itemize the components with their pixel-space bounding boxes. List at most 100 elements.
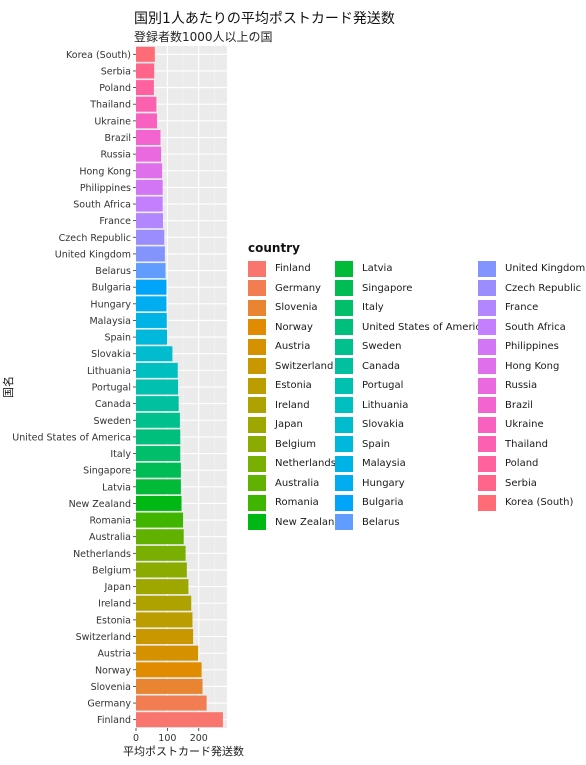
legend-label: Russia (505, 380, 538, 391)
bar-italy (136, 446, 181, 462)
legend-key (335, 514, 353, 530)
legend-key (478, 338, 496, 355)
legend-key (335, 475, 353, 491)
legend-label: Netherlands (275, 458, 336, 469)
y-tick-label: United Kingdom (55, 249, 131, 260)
legend-key (248, 358, 266, 374)
legend-key (478, 494, 496, 511)
legend-key (478, 319, 496, 335)
y-tick-label: Slovenia (91, 682, 131, 693)
legend-item: Belarus (335, 513, 400, 532)
legend-item: Norway (248, 318, 313, 337)
y-tick-label: Ukraine (94, 116, 131, 127)
y-tick-label: South Africa (73, 200, 131, 211)
bar-switzerland (136, 629, 194, 644)
bar-netherlands (136, 545, 186, 561)
legend-label: Brazil (505, 399, 533, 411)
y-tick-label: United States of America (12, 432, 131, 443)
legend-item: Canada (335, 357, 400, 376)
legend-item: Czech Republic (478, 279, 581, 298)
legend-item: United States of America (335, 318, 487, 337)
chart-subtitle: 登録者数1000人以上の国 (134, 30, 273, 44)
legend-key (335, 260, 353, 277)
legend-key (248, 416, 266, 433)
legend-label: Sweden (362, 341, 402, 352)
legend-key (478, 416, 496, 433)
legend-key (335, 377, 353, 394)
bar-philippines (136, 179, 163, 195)
bar-ireland (136, 595, 192, 611)
legend-label: Austria (275, 341, 311, 352)
legend-label: Belarus (362, 516, 400, 528)
legend-key (478, 280, 496, 296)
legend-key (335, 494, 353, 511)
legend-item: Hungary (335, 474, 405, 493)
legend-key (248, 377, 266, 394)
y-tick-label: Lithuania (87, 366, 131, 377)
x-tick-labels: 0 100 200 (133, 728, 208, 744)
bar-austria (136, 645, 199, 661)
legend-label: Estonia (275, 380, 312, 391)
legend-key (478, 397, 496, 413)
y-tick-label: Belgium (92, 565, 131, 576)
legend-label: Czech Republic (505, 282, 582, 294)
legend-key (248, 319, 266, 335)
y-tick-label: New Zealand (69, 499, 131, 510)
legend-item: France (478, 298, 538, 317)
legend-key (335, 338, 353, 355)
legend-item: Romania (248, 493, 319, 512)
legend-label: Italy (362, 302, 384, 313)
y-tick-label: Netherlands (73, 549, 131, 560)
bar-japan (136, 579, 189, 595)
bar-brazil (136, 130, 161, 145)
y-tick-label: Czech Republic (59, 233, 131, 244)
legend-label: Germany (275, 282, 321, 294)
legend-label: Malaysia (362, 458, 406, 469)
y-tick-label: Philippines (80, 183, 131, 194)
legend-item: Estonia (248, 376, 312, 395)
legend-label: Portugal (362, 380, 404, 391)
legend-item: Russia (478, 376, 537, 395)
legend-key (478, 377, 496, 394)
y-tick-label: Finland (97, 715, 131, 726)
y-tick-label: Thailand (89, 100, 131, 111)
legend-item: New Zealand (248, 513, 341, 532)
legend-item: Bulgaria (335, 493, 403, 512)
bar-germany (136, 695, 207, 711)
y-tick-label: Switzerland (76, 632, 131, 643)
x-tick-label: 200 (190, 733, 208, 744)
y-tick-label: Japan (104, 582, 132, 593)
bar-serbia (136, 63, 155, 79)
legend-key (335, 397, 353, 413)
legend-label: Japan (275, 419, 303, 430)
legend-item: South Africa (478, 318, 566, 337)
legend-key (248, 280, 266, 296)
bar-ukraine (136, 113, 158, 129)
legend-label: Hungary (362, 477, 405, 489)
bar-spain (136, 329, 168, 345)
legend-item: Sweden (335, 337, 402, 356)
legend-key (478, 260, 496, 277)
legend-key (478, 358, 496, 374)
y-tick-label: Bulgaria (92, 283, 131, 294)
bar-new-zealand (136, 495, 182, 511)
legend-item: Hong Kong (478, 357, 559, 376)
legend-label: Slovakia (362, 419, 404, 430)
legend-key (248, 494, 266, 511)
bar-poland (136, 80, 154, 96)
bar-united-kingdom (136, 246, 165, 262)
y-tick-label: Ireland (98, 599, 131, 610)
bar-singapore (136, 462, 181, 478)
bar-portugal (136, 379, 179, 395)
legend-label: United Kingdom (505, 263, 586, 274)
bar-bulgaria (136, 279, 167, 295)
y-tick-label: Norway (95, 665, 131, 676)
bars (136, 46, 223, 728)
x-tick-label: 100 (158, 733, 176, 744)
legend-key (248, 436, 266, 452)
legend-item: Poland (478, 454, 538, 473)
bar-thailand (136, 96, 157, 112)
bar-norway (136, 662, 202, 678)
legend-item: Slovakia (335, 415, 404, 434)
bar-france (136, 213, 163, 229)
